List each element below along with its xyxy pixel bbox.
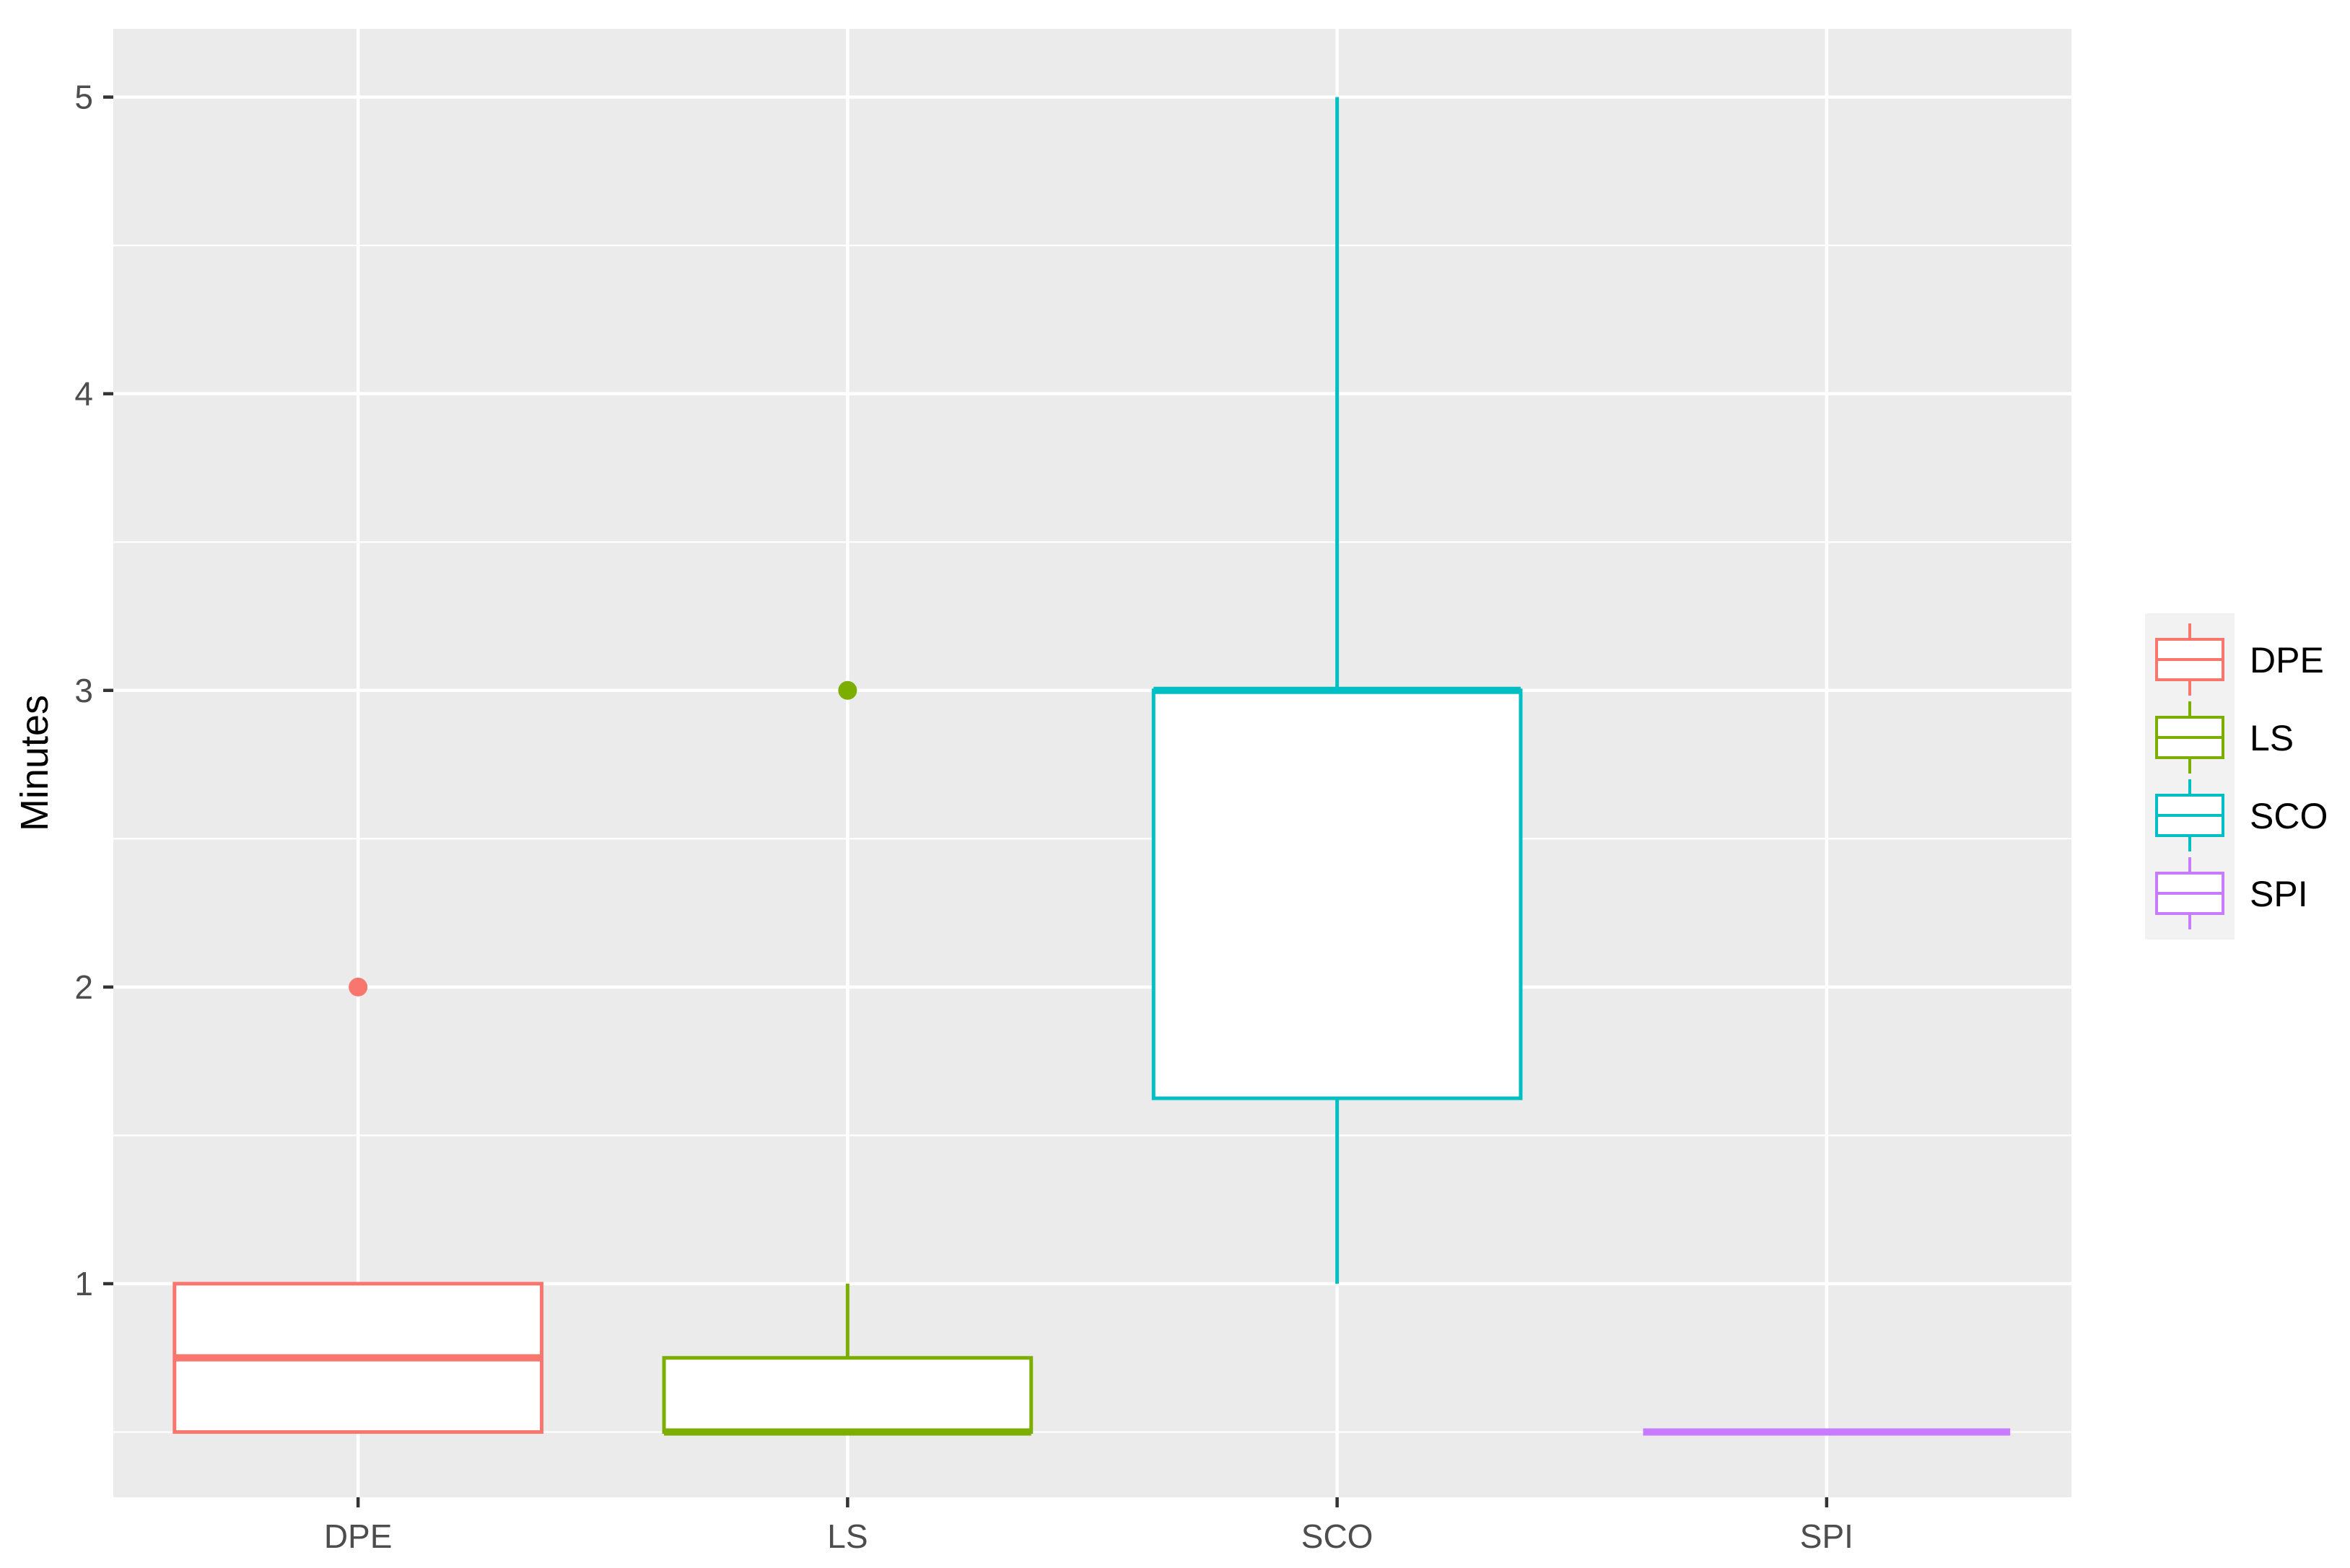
- box-rect: [662, 1356, 1034, 1435]
- legend-key-sco: [2155, 779, 2224, 851]
- legend-label-dpe: DPE: [2250, 640, 2324, 680]
- legend-key-spi: [2155, 857, 2224, 929]
- legend-key-dpe: [2155, 623, 2224, 696]
- legend-label-sco: SCO: [2250, 796, 2328, 836]
- x-tick-label: LS: [827, 1517, 868, 1555]
- y-axis: 1 2 3 4 5: [74, 79, 113, 1302]
- outlier-point: [838, 680, 857, 700]
- x-axis: DPE LS SCO SPI: [324, 1497, 1853, 1555]
- y-tick-label: 1: [74, 1265, 93, 1302]
- y-tick-label: 3: [74, 672, 93, 709]
- box-layer: [172, 97, 2011, 1436]
- y-axis-title: Minutes: [13, 695, 56, 831]
- x-tick-label: SPI: [1800, 1517, 1853, 1555]
- box-sco: [1151, 97, 1523, 1284]
- x-tick-label: SCO: [1301, 1517, 1373, 1555]
- y-tick-label: 2: [74, 968, 93, 1006]
- box-rect: [1151, 688, 1523, 1100]
- outlier-point: [349, 977, 368, 997]
- y-tick-label: 5: [74, 79, 93, 116]
- y-tick-label: 4: [74, 375, 93, 413]
- legend-label-ls: LS: [2250, 718, 2294, 758]
- legend-label-spi: SPI: [2250, 874, 2308, 914]
- box-ls: [662, 680, 1034, 1436]
- x-tick-label: DPE: [324, 1517, 393, 1555]
- box-dpe: [172, 977, 543, 1435]
- legend-key-ls: [2155, 701, 2224, 774]
- legend: DPE LS SCO SPI: [2145, 613, 2328, 940]
- plot-panel: [113, 29, 2071, 1497]
